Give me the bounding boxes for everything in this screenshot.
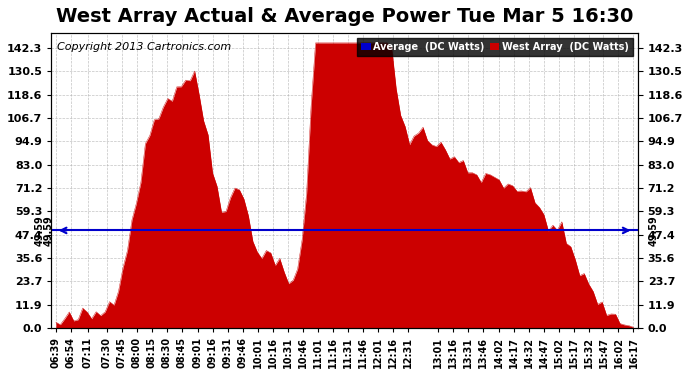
Text: 49.59: 49.59 — [34, 215, 45, 246]
Text: 49.59: 49.59 — [43, 215, 54, 246]
Legend: Average  (DC Watts), West Array  (DC Watts): Average (DC Watts), West Array (DC Watts… — [357, 38, 633, 56]
Text: 49.59: 49.59 — [649, 215, 659, 246]
Text: Copyright 2013 Cartronics.com: Copyright 2013 Cartronics.com — [57, 42, 231, 52]
Title: West Array Actual & Average Power Tue Mar 5 16:30: West Array Actual & Average Power Tue Ma… — [56, 7, 633, 26]
